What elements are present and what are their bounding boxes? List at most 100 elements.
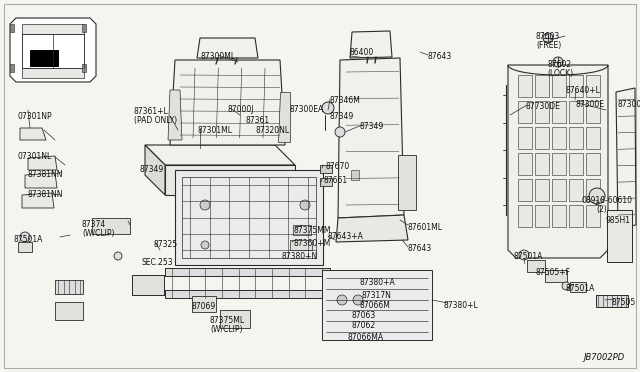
- Bar: [55, 302, 83, 320]
- Text: 87381NN: 87381NN: [28, 190, 63, 199]
- Text: 87374: 87374: [82, 220, 106, 229]
- Bar: [518, 179, 532, 201]
- Bar: [320, 178, 332, 186]
- Bar: [22, 34, 84, 68]
- Bar: [55, 280, 83, 294]
- Text: 87317N: 87317N: [362, 291, 392, 300]
- Polygon shape: [145, 145, 165, 195]
- Bar: [518, 127, 532, 149]
- Bar: [535, 179, 549, 201]
- Text: (2): (2): [596, 205, 607, 214]
- Text: 2: 2: [595, 200, 599, 206]
- Bar: [351, 170, 359, 180]
- Text: 87360+M: 87360+M: [293, 239, 330, 248]
- Text: 985H1: 985H1: [606, 216, 631, 225]
- Text: 86400: 86400: [350, 48, 374, 57]
- Text: (W/CLIP): (W/CLIP): [82, 229, 115, 238]
- Text: 87603: 87603: [536, 32, 560, 41]
- Polygon shape: [10, 18, 96, 82]
- Polygon shape: [22, 24, 84, 34]
- Bar: [586, 75, 600, 97]
- Bar: [518, 101, 532, 123]
- Bar: [192, 296, 216, 312]
- Polygon shape: [197, 38, 258, 58]
- Text: 87730DE: 87730DE: [526, 102, 561, 111]
- Bar: [586, 205, 600, 227]
- Text: 87066MA: 87066MA: [348, 333, 384, 342]
- Circle shape: [200, 200, 210, 210]
- Bar: [518, 75, 532, 97]
- Polygon shape: [278, 92, 290, 142]
- Bar: [82, 64, 86, 72]
- Bar: [132, 275, 164, 295]
- Bar: [569, 153, 583, 175]
- Bar: [569, 127, 583, 149]
- Polygon shape: [336, 215, 408, 242]
- Text: 87380+N: 87380+N: [282, 252, 318, 261]
- Text: (FREE): (FREE): [536, 41, 561, 50]
- Polygon shape: [25, 173, 57, 188]
- Bar: [535, 127, 549, 149]
- Text: 87069: 87069: [192, 302, 216, 311]
- Text: 87063: 87063: [351, 311, 375, 320]
- Text: 87643: 87643: [427, 52, 451, 61]
- Bar: [182, 177, 316, 258]
- Bar: [30, 50, 58, 66]
- Text: 87380+A: 87380+A: [360, 278, 396, 287]
- Circle shape: [301, 241, 309, 249]
- Text: 87301ML: 87301ML: [197, 126, 232, 135]
- Text: 87325: 87325: [153, 240, 177, 249]
- Bar: [607, 210, 632, 262]
- Bar: [569, 101, 583, 123]
- Text: 07301NP: 07301NP: [18, 112, 52, 121]
- Text: 87602: 87602: [547, 60, 571, 69]
- Circle shape: [337, 295, 347, 305]
- Bar: [552, 153, 566, 175]
- Polygon shape: [20, 128, 46, 140]
- Bar: [175, 170, 323, 265]
- Circle shape: [519, 250, 529, 260]
- Bar: [569, 75, 583, 97]
- Circle shape: [20, 232, 30, 242]
- Text: 87066M: 87066M: [360, 301, 391, 310]
- Text: 08918-60610: 08918-60610: [582, 196, 633, 205]
- Text: 87661: 87661: [323, 176, 347, 185]
- Text: 87375ML: 87375ML: [210, 316, 245, 325]
- Text: 87361+L: 87361+L: [134, 107, 169, 116]
- Circle shape: [543, 33, 553, 43]
- Bar: [535, 205, 549, 227]
- Bar: [535, 75, 549, 97]
- Bar: [586, 101, 600, 123]
- Polygon shape: [145, 145, 295, 165]
- Text: 87300ML: 87300ML: [200, 52, 236, 61]
- Polygon shape: [28, 156, 57, 170]
- Text: 87505+F: 87505+F: [536, 268, 571, 277]
- Bar: [320, 165, 332, 173]
- Bar: [322, 270, 432, 340]
- Circle shape: [322, 102, 334, 114]
- Text: 87501A: 87501A: [14, 235, 44, 244]
- Bar: [165, 268, 330, 276]
- Bar: [290, 240, 312, 250]
- Text: 87505: 87505: [612, 298, 636, 307]
- Circle shape: [300, 200, 310, 210]
- Bar: [535, 101, 549, 123]
- Polygon shape: [168, 90, 182, 140]
- Polygon shape: [338, 58, 404, 218]
- Bar: [552, 205, 566, 227]
- Bar: [569, 179, 583, 201]
- Polygon shape: [170, 60, 285, 145]
- Bar: [518, 153, 532, 175]
- Text: SEC.253: SEC.253: [142, 258, 173, 267]
- Bar: [398, 155, 416, 210]
- Circle shape: [553, 57, 563, 67]
- Polygon shape: [616, 88, 636, 228]
- Bar: [552, 127, 566, 149]
- Circle shape: [201, 241, 209, 249]
- Text: 87501A: 87501A: [514, 252, 543, 261]
- Text: 87381NN: 87381NN: [28, 170, 63, 179]
- Text: (W/CLIP): (W/CLIP): [210, 325, 243, 334]
- Text: 87375MM: 87375MM: [293, 226, 330, 235]
- Text: 87000J: 87000J: [227, 105, 253, 114]
- Text: 87320NL: 87320NL: [255, 126, 289, 135]
